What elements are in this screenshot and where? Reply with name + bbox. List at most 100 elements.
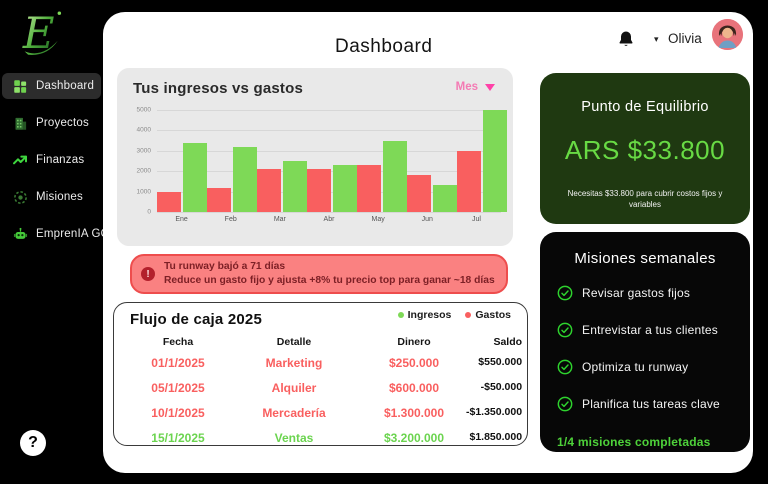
y-axis-tick: 2000 (136, 167, 151, 175)
sidebar-item-proyectos[interactable]: Proyectos (2, 110, 101, 136)
table-cell-saldo: $1.850.000 (469, 431, 523, 443)
gridline (157, 130, 501, 132)
break-even-card: Punto de Equilibrio ARS $33.800 Necesita… (540, 73, 750, 224)
bar-group-mar (257, 161, 307, 212)
break-even-subtitle: Necesitas $33.800 para cubrir costos fij… (567, 189, 723, 210)
mission-list: Revisar gastos fijos Entrevistar a tus c… (557, 285, 733, 433)
sidebar-item-label: Finanzas (36, 154, 85, 166)
period-selector[interactable]: Mes (456, 81, 495, 93)
bar-group-jun (407, 175, 457, 212)
table-cell-saldo: -$1.350.000 (466, 406, 523, 418)
svg-text:E: E (22, 9, 55, 59)
help-button[interactable]: ? (20, 430, 46, 456)
check-circle-icon (557, 322, 573, 338)
table-cell-dinero: $3.200.000 (383, 431, 445, 445)
table-cell-fecha: 01/1/2025 (151, 356, 205, 370)
sidebar-item-finanzas[interactable]: Finanzas (2, 147, 101, 173)
table-cell-fecha: 05/1/2025 (151, 381, 205, 395)
x-axis-labels: Ene Feb Mar Abr May Jun Jul (157, 216, 501, 223)
bar-group-jul (457, 110, 507, 212)
column-header: Fecha (162, 336, 194, 348)
target-icon (12, 189, 28, 205)
gridline (157, 150, 501, 152)
bar-group-ene (157, 142, 207, 212)
missions-progress: 1/4 misiones completadas (557, 435, 711, 449)
bar-ingresos-mar (283, 161, 307, 212)
bar-group-abr (307, 165, 357, 212)
bar-ingresos-jul (483, 110, 507, 212)
x-axis-label: Mar (273, 216, 286, 223)
mission-item[interactable]: Optimiza tu runway (557, 359, 733, 375)
y-axis-tick: 5000 (136, 106, 151, 114)
column-header: Detalle (276, 336, 312, 348)
bar-gastos-abr (307, 169, 331, 212)
sidebar-item-label: Misiones (36, 191, 83, 203)
sidebar-item-misiones[interactable]: Misiones (2, 184, 101, 210)
mission-label: Planifica tus tareas clave (582, 397, 720, 411)
sidebar-item-dashboard[interactable]: Dashboard (2, 73, 101, 99)
column-header: Dinero (397, 336, 431, 348)
table-cell-detalle: Alquiler (271, 381, 317, 395)
missions-title: Misiones semanales (574, 250, 716, 267)
sidebar-item-label: EmprenIA GO (36, 228, 110, 240)
user-name[interactable]: Olivia (668, 31, 702, 46)
cashflow-title: Flujo de caja 2025 (130, 311, 262, 328)
sidebar: E Dashboard (0, 0, 110, 484)
table-cell-saldo: -$50.000 (480, 381, 523, 393)
y-axis: 0 1000 2000 3000 4000 5000 (127, 106, 153, 216)
bar-group-feb (207, 146, 257, 212)
mission-item[interactable]: Revisar gastos fijos (557, 285, 733, 301)
trending-up-icon (12, 152, 28, 168)
table-cell-fecha: 10/1/2025 (151, 406, 205, 420)
bar-gastos-mar (257, 169, 281, 212)
x-axis-label: Feb (224, 216, 237, 223)
table-cell-dinero: $600.000 (388, 381, 440, 395)
x-axis-label: Jun (421, 216, 433, 223)
bar-gastos-jun (407, 175, 431, 212)
sidebar-item-emprenia-go[interactable]: EmprenIA GO (2, 221, 110, 247)
legend-label: Gastos (475, 309, 511, 321)
chevron-down-icon (485, 83, 495, 91)
bar-ingresos-ene (183, 142, 207, 212)
alert-line1: Tu runway bajó a 71 días (164, 261, 286, 273)
bar-chart: 0 1000 2000 3000 4000 5000 Ene Feb Mar Abr May Jun… (127, 106, 507, 228)
alert-icon: ! (141, 267, 155, 281)
table-cell-detalle: Marketing (265, 356, 323, 370)
bar-gastos-ene (157, 191, 181, 212)
x-axis-label: May (371, 216, 385, 223)
table-cell-saldo: $550.000 (478, 356, 523, 368)
alert-text: Tu runway bajó a 71 días Reduce un gasto… (164, 260, 496, 288)
cashflow-table: Fecha Detalle Dinero Saldo 01/1/2025 Mar… (130, 334, 522, 451)
x-axis-label: Jul (471, 216, 481, 223)
legend-label: Ingresos (407, 309, 452, 321)
mission-item[interactable]: Planifica tus tareas clave (557, 396, 733, 412)
table-cell-detalle: Mercadería (262, 406, 326, 420)
table-cell-dinero: $250.000 (388, 356, 440, 370)
runway-alert-banner: ! Tu runway bajó a 71 días Reduce un gas… (130, 254, 508, 294)
user-avatar[interactable] (712, 19, 743, 50)
brand-logo: E (22, 9, 62, 59)
notifications-bell-icon[interactable] (616, 29, 636, 49)
bar-ingresos-abr (333, 165, 357, 212)
x-axis-label: Ene (175, 216, 188, 223)
sidebar-item-label: Proyectos (36, 117, 89, 129)
x-axis-label: Abr (323, 216, 335, 223)
legend-ingresos: Ingresos (397, 309, 452, 321)
alert-line2: Reduce un gasto fijo y ajusta +8% tu pre… (164, 275, 495, 286)
break-even-amount: ARS $33.800 (564, 135, 726, 165)
user-menu-caret-icon[interactable]: ▾ (654, 34, 659, 44)
table-cell-fecha: 15/1/2025 (151, 431, 205, 445)
bar-ingresos-may (383, 140, 407, 212)
mission-item[interactable]: Entrevistar a tus clientes (557, 322, 733, 338)
weekly-missions-card: Misiones semanales Revisar gastos fijos … (540, 232, 750, 452)
column-header: Saldo (493, 336, 523, 348)
y-axis-tick: 3000 (136, 147, 151, 155)
gridline (157, 212, 501, 213)
y-axis-tick: 4000 (136, 126, 151, 134)
break-even-title: Punto de Equilibrio (581, 99, 709, 115)
check-circle-icon (557, 285, 573, 301)
ingresos-dot-icon (397, 312, 404, 318)
table-cell-dinero: $1.300.000 (383, 406, 445, 420)
income-vs-expenses-card: Tus ingresos vs gastos Mes 0 1000 2000 3000… (117, 68, 513, 246)
